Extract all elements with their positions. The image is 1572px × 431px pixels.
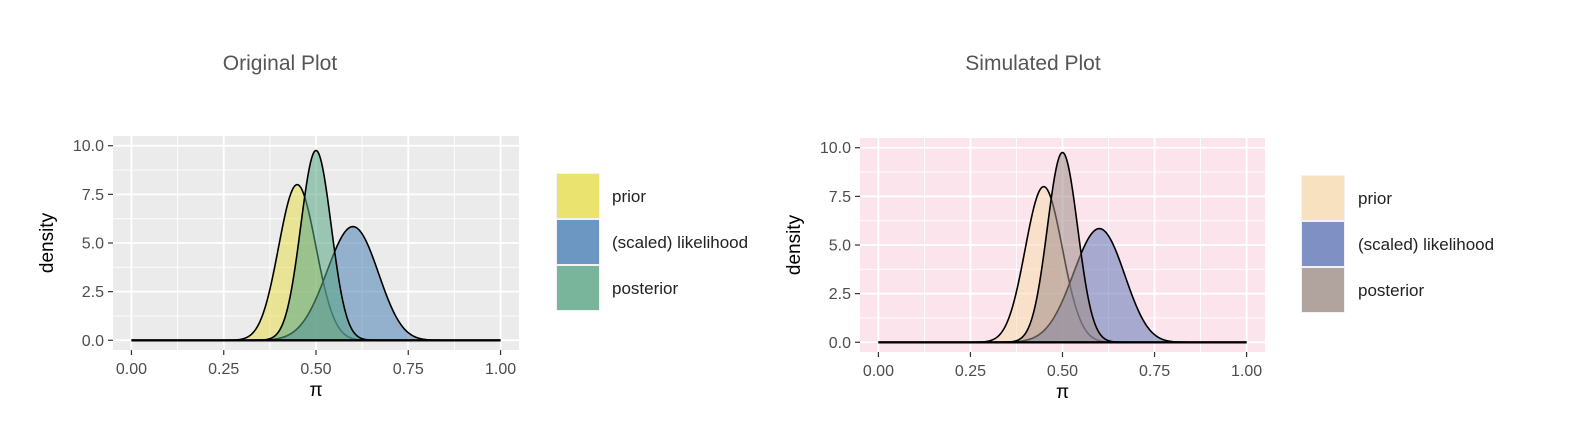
y-tick-label: 5.0 [829, 238, 851, 255]
legend-swatch-1 [557, 174, 599, 218]
chart-title: Simulated Plot [965, 52, 1101, 75]
y-axis-title: density [784, 214, 805, 275]
y-axis-title: density [37, 212, 58, 273]
y-tick-label: 7.5 [829, 189, 851, 206]
y-tick-label: 10.0 [820, 140, 851, 157]
legend-label-1: prior [612, 187, 646, 206]
legend-label-2: (scaled) likelihood [1358, 235, 1494, 254]
x-tick-label: 0.75 [393, 361, 424, 378]
y-tick-label: 0.0 [829, 335, 851, 352]
y-tick-label: 10.0 [73, 138, 104, 155]
chart-panel-1: Original Plot 0.0 2.5 5.0 7.5 10.0 0.00 0.25 0.5… [37, 52, 748, 401]
legend-swatch-3 [557, 266, 599, 310]
x-tick-label: 0.00 [863, 363, 894, 380]
x-axis-title: π [1056, 382, 1069, 403]
x-tick-label: 1.00 [1231, 363, 1262, 380]
legend-label-3: posterior [612, 279, 678, 298]
legend: prior (scaled) likelihood posterior [1301, 175, 1494, 313]
x-tick-label: 0.50 [300, 361, 331, 378]
x-tick-label: 0.25 [955, 363, 986, 380]
x-tick-label: 0.25 [208, 361, 239, 378]
y-tick-label: 7.5 [82, 187, 104, 204]
x-tick-label: 0.50 [1047, 363, 1078, 380]
legend-label-1: prior [1358, 189, 1392, 208]
legend-swatch-3 [1302, 268, 1344, 312]
legend: prior (scaled) likelihood posterior [556, 173, 748, 311]
legend-swatch-2 [557, 220, 599, 264]
legend-swatch-2 [1302, 222, 1344, 266]
chart-title: Original Plot [223, 52, 338, 75]
x-tick-label: 0.00 [116, 361, 147, 378]
x-tick-label: 0.75 [1139, 363, 1170, 380]
y-tick-label: 0.0 [82, 333, 104, 350]
legend-swatch-1 [1302, 176, 1344, 220]
y-tick-label: 2.5 [829, 286, 851, 303]
legend-label-3: posterior [1358, 281, 1424, 300]
y-tick-label: 2.5 [82, 284, 104, 301]
x-tick-label: 1.00 [485, 361, 516, 378]
y-tick-label: 5.0 [82, 236, 104, 253]
chart-panel-2: Simulated Plot 0.0 2.5 5.0 7.5 10.0 0.00 0.25 0.… [784, 52, 1494, 403]
density-area-3 [878, 152, 1247, 343]
legend-label-2: (scaled) likelihood [612, 233, 748, 252]
density-area-3 [131, 150, 501, 341]
x-axis-title: π [309, 380, 322, 401]
